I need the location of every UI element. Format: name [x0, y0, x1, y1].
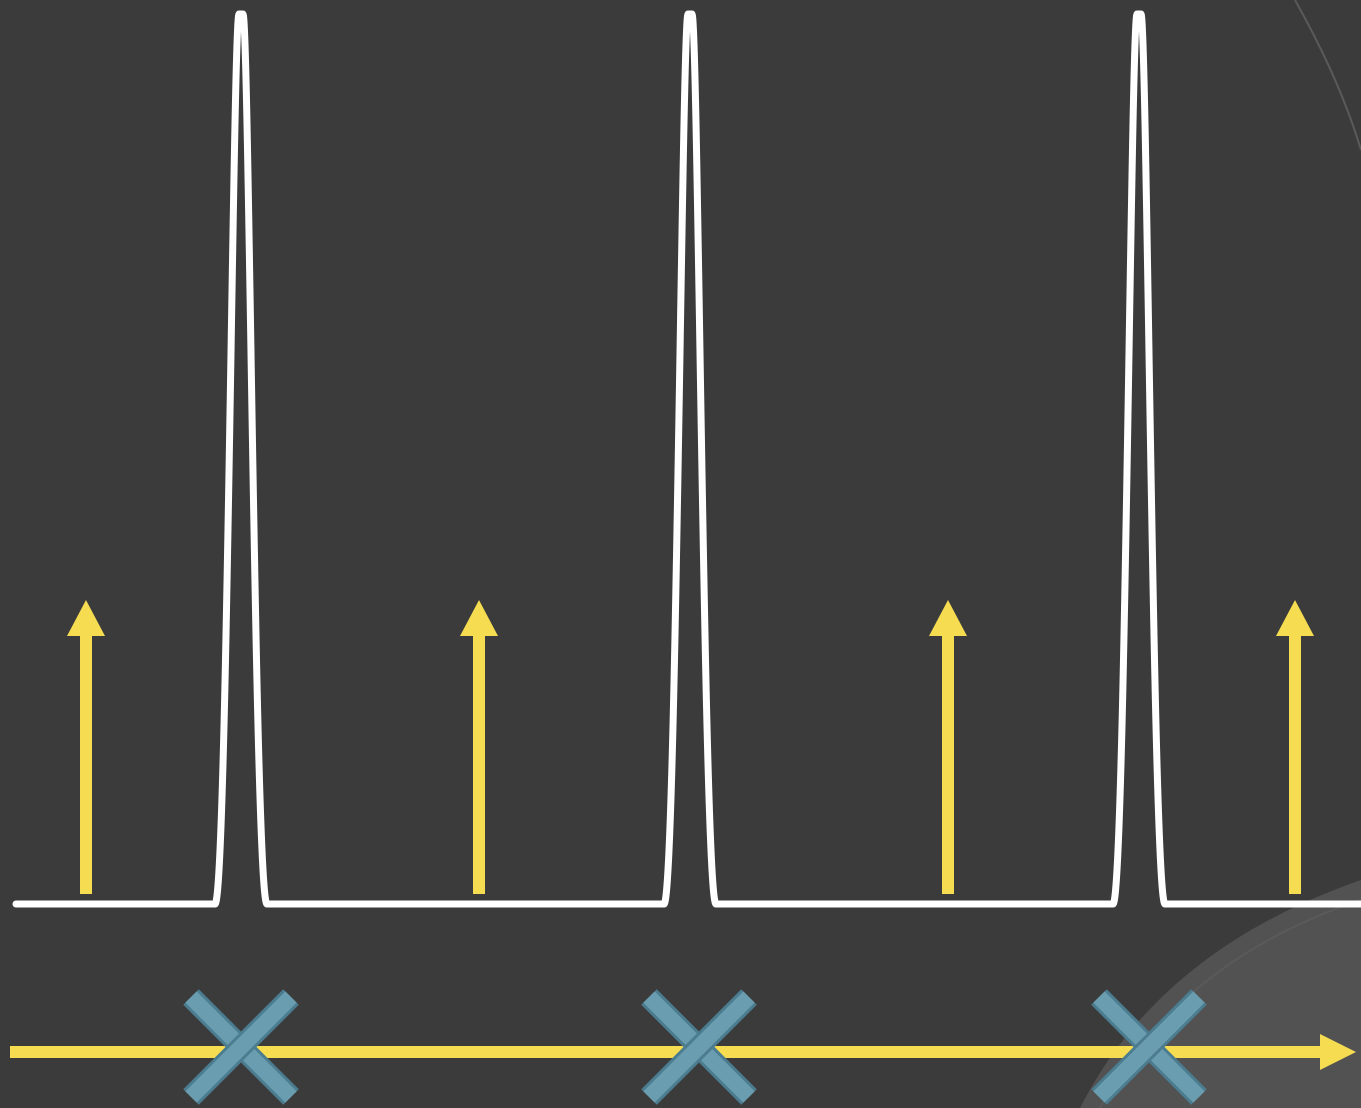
time-axis: [10, 1034, 1356, 1070]
x-mark-icon: [1091, 989, 1207, 1105]
arrow-head: [1276, 600, 1314, 636]
x-mark-stroke: [643, 991, 755, 1103]
x-mark-stroke: [185, 991, 297, 1103]
arrow-shaft: [473, 632, 485, 894]
arrow-shaft: [1289, 632, 1301, 894]
up-arrow-icon: [67, 600, 105, 894]
x-markers: [183, 989, 1207, 1105]
up-arrow-icon: [1276, 600, 1314, 894]
arrow-head: [929, 600, 967, 636]
axis-arrow-icon: [1320, 1034, 1356, 1070]
sample-arrows: [67, 600, 1314, 894]
up-arrow-icon: [929, 600, 967, 894]
background-arc-line: [1294, 0, 1361, 151]
pulse-train: [12, 10, 1361, 908]
pulse-curve: [12, 10, 1361, 908]
up-arrow-icon: [460, 600, 498, 894]
x-mark-icon: [183, 989, 299, 1105]
axis-line: [10, 1046, 1322, 1058]
arrow-head: [67, 600, 105, 636]
x-mark-stroke: [1093, 991, 1205, 1103]
arrow-shaft: [942, 632, 954, 894]
arrow-head: [460, 600, 498, 636]
x-mark-icon: [641, 989, 757, 1105]
arrow-shaft: [80, 632, 92, 894]
